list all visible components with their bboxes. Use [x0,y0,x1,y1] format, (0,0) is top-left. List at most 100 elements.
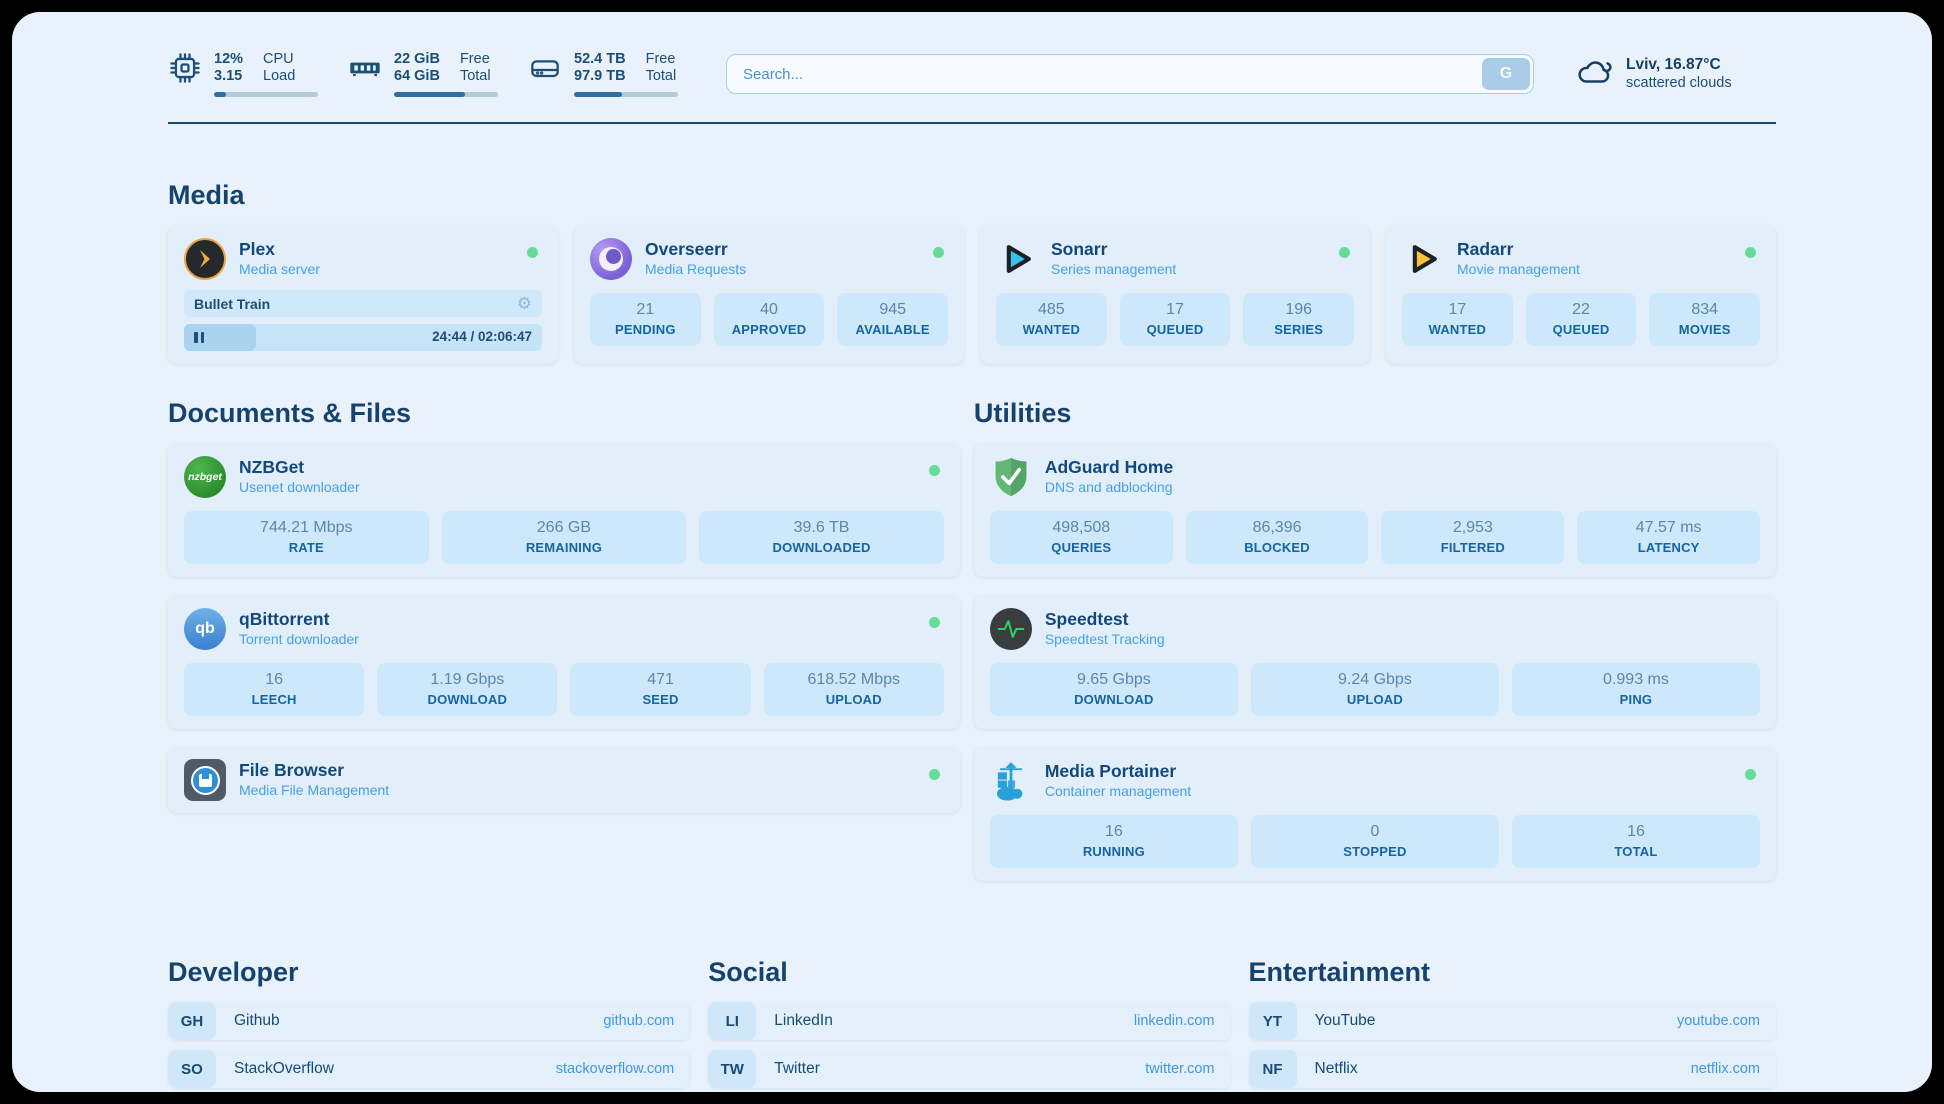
bookmark-youtube[interactable]: YT YouTube youtube.com [1248,1002,1776,1040]
disk-icon [528,51,562,85]
qbittorrent-icon: qb [184,608,226,650]
search-bar: G [726,54,1534,94]
bookmark-url: github.com [603,1013,675,1029]
gear-icon[interactable]: ⚙ [516,294,532,313]
section-utilities: Utilities AdGuard Home DNS and adblockin… [973,398,1776,899]
app-card-portainer[interactable]: Media Portainer Container management 16 … [973,747,1776,881]
stat-remaining: 266 GB REMAINING [441,511,687,564]
app-subtitle: Series management [1051,261,1177,277]
stat-total: 16 TOTAL [1511,815,1760,868]
weather-widget[interactable]: Lviv, 16.87°C scattered clouds [1576,55,1776,93]
app-name: Sonarr [1051,239,1108,259]
bookmark-url: netflix.com [1690,1061,1760,1077]
stat-upload: 618.52 Mbps UPLOAD [763,663,944,716]
cpu-label: CPU [263,51,294,67]
app-card-filebrowser[interactable]: File Browser Media File Management [168,747,960,813]
bookmark-url: stackoverflow.com [555,1061,675,1077]
sonarr-icon [996,238,1038,280]
disk-total-value: 97.9 TB [574,68,626,84]
section-media: Media Plex Media server [168,180,1776,364]
plex-icon [184,238,226,280]
top-bar: 12% 3.15 CPU Load [168,12,1776,106]
bookmark-group-entertainment: Entertainment YT YouTube youtube.com NF … [1248,957,1776,1092]
app-card-radarr[interactable]: Radarr Movie management 17 WANTED 22 QUE… [1386,225,1776,364]
app-card-plex[interactable]: Plex Media server Bullet Train ⚙ 24:44 /… [168,225,558,364]
app-card-nzbget[interactable]: nzbget NZBGet Usenet downloader 744.21 M… [168,443,960,577]
app-name: Plex [239,239,275,259]
status-dot [928,617,940,628]
app-subtitle: Torrent downloader [239,631,359,647]
bookmark-github[interactable]: GH Github github.com [168,1002,691,1040]
section-title-utilities: Utilities [973,398,1072,428]
section-title-media: Media [168,180,245,210]
bookmark-abbr: TW [708,1050,757,1088]
app-card-speedtest[interactable]: Speedtest Speedtest Tracking 9.65 Gbps D… [973,595,1776,729]
pause-icon [194,332,204,343]
app-name: Overseerr [645,239,728,259]
cpu-load-label: Load [263,68,296,84]
cloud-icon [1576,57,1614,92]
weather-condition: scattered clouds [1626,75,1732,91]
app-subtitle: Container management [1044,783,1192,799]
speedtest-icon [989,608,1032,650]
portainer-icon [990,760,1032,802]
search-input[interactable] [726,54,1534,94]
bookmark-twitter[interactable]: TW Twitter twitter.com [708,1050,1231,1088]
stat-download: 1.19 Gbps DOWNLOAD [377,663,558,716]
section-title-developer: Developer [168,957,299,987]
bookmark-stackoverflow[interactable]: SO StackOverflow stackoverflow.com [168,1050,691,1088]
section-title-social: Social [708,957,788,987]
app-name: Radarr [1457,239,1514,259]
stat-movies: 834 MOVIES [1649,293,1761,346]
app-card-sonarr[interactable]: Sonarr Series management 485 WANTED 17 Q… [980,225,1370,364]
stat-approved: 40 APPROVED [713,293,825,346]
stat-filtered: 2,953 FILTERED [1381,511,1565,564]
ram-icon [348,51,382,85]
weather-location: Lviv, 16.87°C [1626,56,1721,73]
cpu-usage-value: 12% [214,51,244,67]
dashboard-panel: 12% 3.15 CPU Load [12,12,1932,1092]
plex-now-playing: Bullet Train ⚙ 24:44 / 02:06:47 [184,290,542,351]
bookmark-url: youtube.com [1676,1013,1760,1029]
stat-queries: 498,508 QUERIES [989,511,1173,564]
section-title-entertainment: Entertainment [1248,957,1431,987]
disk-metric: 52.4 TB 97.9 TB Free Total [528,51,678,97]
stat-pending: 21 PENDING [590,293,701,346]
app-subtitle: Movie management [1457,261,1580,277]
filebrowser-icon [184,759,226,801]
bookmark-abbr: SO [168,1050,216,1088]
playback-progress-bar[interactable]: 24:44 / 02:06:47 [184,324,542,351]
bookmark-url: twitter.com [1145,1061,1215,1077]
bookmark-name: Twitter [774,1060,820,1077]
stat-download: 9.65 Gbps DOWNLOAD [989,663,1238,716]
app-subtitle: Media server [239,261,320,277]
status-dot [928,769,940,780]
app-card-qbittorrent[interactable]: qb qBittorrent Torrent downloader 16 LEE… [168,595,960,729]
search-engine-button[interactable]: G [1482,58,1530,90]
disk-free-label: Free [645,51,676,67]
stat-running: 16 RUNNING [989,815,1238,868]
bookmark-name: StackOverflow [234,1060,334,1077]
app-card-overseerr[interactable]: Overseerr Media Requests 21 PENDING 40 A… [574,225,964,364]
cpu-load-value: 3.15 [214,68,243,84]
status-dot [933,247,944,258]
bookmark-abbr: GH [168,1002,216,1040]
stat-upload: 9.24 Gbps UPLOAD [1250,663,1499,716]
section-title-documents: Documents & Files [168,398,412,428]
stat-available: 945 AVAILABLE [837,293,949,346]
overseerr-icon [590,238,632,280]
app-subtitle: Media File Management [239,782,390,798]
bookmark-name: YouTube [1314,1012,1376,1029]
app-subtitle: Speedtest Tracking [1044,631,1165,647]
section-documents: Documents & Files nzbget NZBGet Usenet d… [168,398,960,899]
playback-time: 24:44 / 02:06:47 [432,329,532,344]
stat-rate: 744.21 Mbps RATE [184,511,429,564]
app-card-adguard[interactable]: AdGuard Home DNS and adblocking 498,508 … [973,443,1776,577]
bookmark-netflix[interactable]: NF Netflix netflix.com [1248,1050,1776,1088]
app-subtitle: DNS and adblocking [1044,479,1173,495]
status-dot [1745,769,1756,780]
ram-total-label: Total [459,68,491,84]
bookmark-linkedin[interactable]: LI LinkedIn linkedin.com [708,1002,1231,1040]
bookmark-name: LinkedIn [774,1012,833,1029]
